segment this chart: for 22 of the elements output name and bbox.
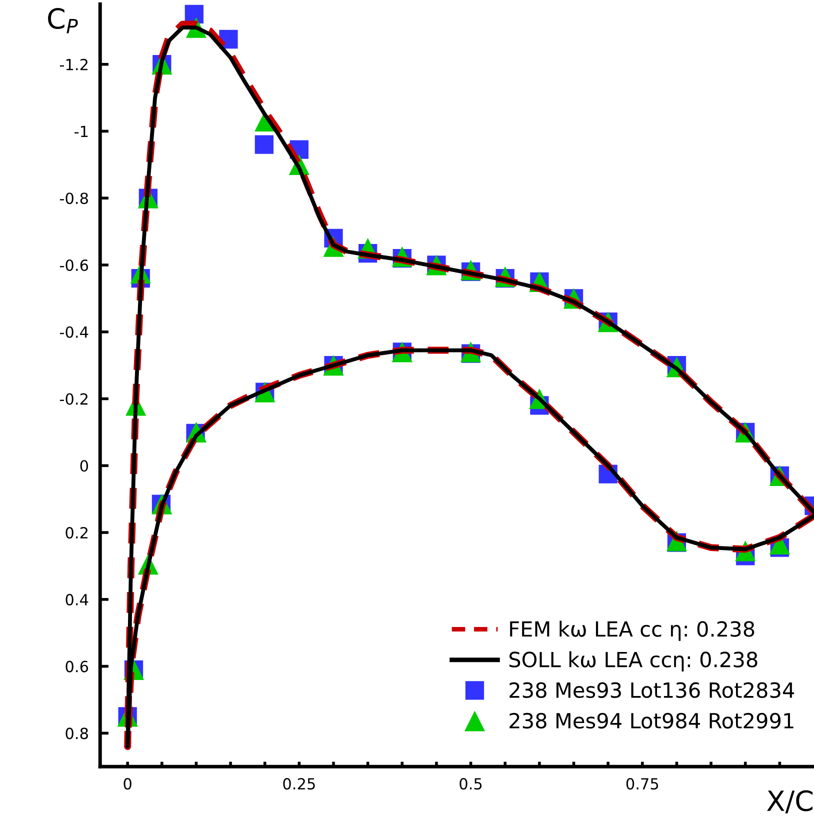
- x-tick-label: 0.25: [283, 778, 315, 790]
- y-tick-label: 0.2: [66, 526, 88, 539]
- legend-label: SOLL kω LEA ccη: 0.238: [509, 651, 758, 672]
- y-tick-label: -1: [74, 126, 88, 138]
- y-tick-label: -0.2: [60, 393, 88, 405]
- legend-label: 238 Mes93 Lot136 Rot2834: [510, 682, 794, 698]
- y-tick-label: -1.2: [60, 58, 88, 70]
- y-tick-label: 0.4: [66, 594, 88, 606]
- x-tick-label: 0.5: [460, 778, 482, 790]
- x-axis-title: X/C: [767, 790, 812, 814]
- y-tick-label: 0.8: [66, 728, 88, 740]
- x-tick-label: 0.75: [626, 778, 658, 790]
- y-tick-label: 0.6: [66, 660, 88, 672]
- y-axis-title: C$_{P}$: [48, 8, 78, 34]
- y-tick-label: 0: [80, 460, 88, 472]
- y-tick-label: -0.4: [60, 326, 88, 338]
- x-tick-label: 0: [124, 778, 132, 790]
- legend-label: FEM kω LEA cc η: 0.238: [510, 620, 754, 641]
- point: [254, 135, 274, 154]
- y-tick-label: -0.8: [60, 192, 88, 204]
- legend-label: 238 Mes94 Lot984 Rot2991: [510, 712, 794, 729]
- y-tick-label: -0.6: [60, 259, 88, 272]
